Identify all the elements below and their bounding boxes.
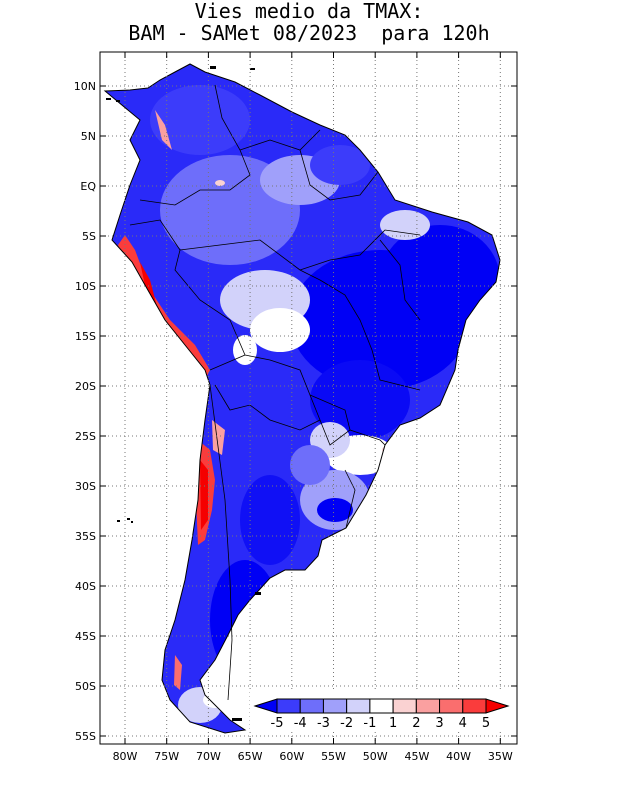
colorbar-box	[299, 698, 324, 714]
colorbar-box	[415, 698, 441, 714]
colorbar-box	[369, 698, 394, 714]
colorbar-label: -1	[363, 716, 376, 731]
title-line-1: Vies medio da TMAX:	[194, 0, 424, 23]
lat-tick-label: 35S	[75, 530, 96, 543]
colorbar-arrow-high	[485, 698, 510, 714]
lon-tick-label: 70W	[196, 750, 221, 763]
title-line-2: BAM - SAMet 08/2023 para 120h	[128, 21, 490, 45]
graticule	[100, 52, 517, 744]
lat-tick-label: 55S	[75, 730, 96, 743]
colorbar-label: 5	[482, 716, 490, 731]
lat-tick-label: 30S	[75, 480, 96, 493]
lat-tick-label: 10S	[75, 280, 96, 293]
lat-tick-label: EQ	[80, 180, 96, 193]
lat-tick-label: 5S	[82, 230, 96, 243]
colorbar-box	[346, 698, 371, 714]
country-borders	[129, 84, 421, 701]
lat-tick-label: 50S	[75, 680, 96, 693]
longitude-ticks: 80W 75W 70W 65W 60W 55W 50W 45W 40W 35W	[113, 52, 513, 763]
small-islands	[106, 66, 261, 721]
colorbar-label: 3	[435, 716, 443, 731]
lat-tick-label: 5N	[81, 130, 96, 143]
colorbar-label: -5	[271, 716, 284, 731]
map-title: Vies medio da TMAX: BAM - SAMet 08/2023 …	[0, 0, 618, 44]
colorbar-box	[392, 698, 417, 714]
lon-tick-label: 45W	[404, 750, 429, 763]
lon-tick-label: 60W	[279, 750, 304, 763]
colorbar-box	[439, 698, 464, 714]
colorbar-box	[322, 698, 348, 714]
colorbar-label: 1	[389, 716, 397, 731]
latitude-ticks: 10N 5N EQ 5S 10S 15S 20S 25S 30S 35S 40S 45S 50S 55S	[74, 80, 517, 743]
colorbar-label: -2	[340, 716, 353, 731]
colorbar-label: 2	[412, 716, 420, 731]
lon-tick-label: 80W	[113, 750, 138, 763]
lat-tick-label: 25S	[75, 430, 96, 443]
lon-tick-label: 55W	[321, 750, 346, 763]
colorbar: -5 -4 -3 -2 -1 1 2 3 4 5	[250, 690, 512, 732]
coastline	[103, 63, 501, 734]
colorbar-label: -4	[294, 716, 307, 731]
lon-tick-label: 50W	[363, 750, 388, 763]
colorbar-label: 4	[459, 716, 467, 731]
colorbar-box	[462, 698, 487, 714]
colorbar-box	[276, 698, 301, 714]
lat-tick-label: 45S	[75, 630, 96, 643]
lon-tick-label: 40W	[446, 750, 471, 763]
colorbar-label: -3	[317, 716, 330, 731]
lat-tick-label: 10N	[74, 80, 96, 93]
lon-tick-label: 75W	[154, 750, 179, 763]
lat-tick-label: 15S	[75, 330, 96, 343]
lat-tick-label: 40S	[75, 580, 96, 593]
lon-tick-label: 35W	[488, 750, 513, 763]
lat-tick-label: 20S	[75, 380, 96, 393]
lon-tick-label: 65W	[238, 750, 263, 763]
